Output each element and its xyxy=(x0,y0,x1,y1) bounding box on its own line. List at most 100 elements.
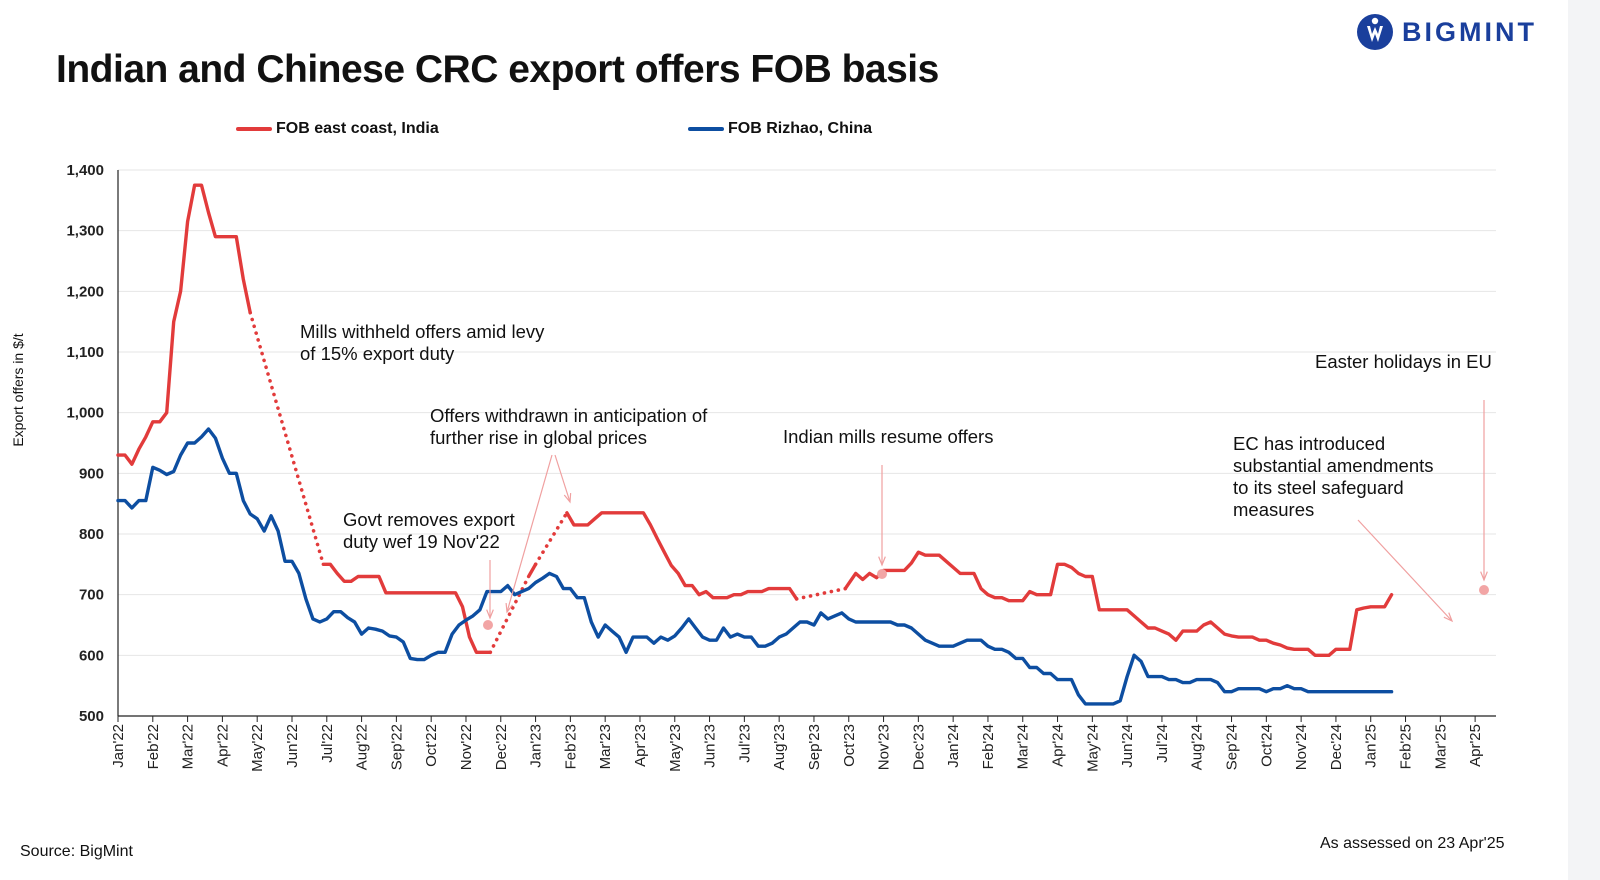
brand-name: BIGMINT xyxy=(1402,16,1537,47)
annotation-text: Mills withheld offers amid levy xyxy=(300,321,545,342)
gridlines xyxy=(118,169,1496,656)
series-line-india xyxy=(526,562,538,579)
x-tick-label: Mar'22 xyxy=(180,724,197,769)
x-tick-label: Feb'25 xyxy=(1398,724,1415,769)
x-tick-label: Feb'23 xyxy=(562,724,579,769)
annotation-arrowhead xyxy=(563,492,572,504)
legend-label-china: FOB Rizhao, China xyxy=(728,120,872,137)
x-tick-label: Jan'22 xyxy=(110,724,127,768)
x-tick-label: Apr'24 xyxy=(1050,724,1067,767)
y-axis: 500 600 700 800 900 1,000 1,100 1,200 1,300 1,400 xyxy=(66,162,119,725)
assessed-note: As assessed on 23 Apr'25 xyxy=(1320,835,1505,852)
x-tick-label: Oct'24 xyxy=(1258,724,1275,767)
x-tick-label: Nov'22 xyxy=(458,724,475,770)
x-tick-label: Apr'25 xyxy=(1467,724,1484,767)
x-tick-label: Mar'25 xyxy=(1432,724,1449,769)
annotation-text: to its steel safeguard xyxy=(1233,477,1404,498)
brand-logo: BIGMINT xyxy=(1356,12,1537,52)
x-tick-label: Mar'23 xyxy=(597,724,614,769)
annotation-arrowhead xyxy=(486,609,494,620)
annotation-text: EC has introduced xyxy=(1233,433,1385,454)
x-tick-label: Jan'23 xyxy=(528,724,545,768)
series-line-india xyxy=(321,562,492,654)
annotation-arrowhead xyxy=(1480,571,1488,582)
annotation-text: substantial amendments xyxy=(1233,455,1434,476)
bigmint-logo-icon xyxy=(1357,14,1393,50)
x-tick-label: May'22 xyxy=(249,724,266,772)
annotation-arrowhead xyxy=(878,556,886,567)
annotation-text: Offers withdrawn in anticipation of xyxy=(430,405,708,426)
y-tick-label: 1,100 xyxy=(66,344,104,361)
x-tick-label: Apr'23 xyxy=(632,724,649,767)
series-line-india xyxy=(565,511,799,601)
series-line-india xyxy=(116,183,252,466)
x-tick-label: Mar'24 xyxy=(1015,724,1032,769)
annotation-marker xyxy=(483,620,493,630)
annotation-text: duty wef 19 Nov'22 xyxy=(343,531,500,552)
x-tick-label: Aug'23 xyxy=(771,724,788,770)
legend-item-india: FOB east coast, India xyxy=(236,120,439,138)
annotation-marker xyxy=(1479,585,1489,595)
y-tick-label: 600 xyxy=(79,647,104,664)
x-tick-label: Jul'24 xyxy=(1154,724,1171,763)
annotation-text: Govt removes export xyxy=(343,509,515,530)
legend-swatch-china xyxy=(688,127,724,131)
y-tick-label: 1,300 xyxy=(66,223,104,240)
x-tick-label: Dec'22 xyxy=(493,724,510,770)
series-line-china xyxy=(116,427,1394,706)
y-tick-label: 900 xyxy=(79,465,104,482)
x-tick-label: Dec'24 xyxy=(1328,724,1345,770)
x-tick-label: Oct'23 xyxy=(841,724,858,767)
source-note: Source: BigMint xyxy=(20,843,133,860)
x-tick-label: May'23 xyxy=(667,724,684,772)
x-tick-label: Nov'23 xyxy=(876,724,893,770)
x-tick-label: Jun'24 xyxy=(1119,724,1136,768)
x-tick-label: Apr'22 xyxy=(214,724,231,767)
annotation-text: further rise in global prices xyxy=(430,427,647,448)
annotation-text: Easter holidays in EU xyxy=(1315,351,1492,372)
series-line-india xyxy=(488,574,531,655)
annotation-arrowhead xyxy=(1443,612,1454,623)
legend-swatch-india xyxy=(236,127,272,131)
x-tick-label: Aug'22 xyxy=(354,724,371,770)
x-tick-label: Feb'22 xyxy=(145,724,162,769)
series-lines xyxy=(116,183,1394,706)
x-tick-label: Feb'24 xyxy=(980,724,997,769)
y-tick-label: 800 xyxy=(79,526,104,543)
x-tick-label: Jul'23 xyxy=(736,724,753,763)
annotation-text: Indian mills resume offers xyxy=(783,426,993,447)
x-tick-label: May'24 xyxy=(1084,724,1101,772)
y-tick-label: 500 xyxy=(79,708,104,725)
annotation-marker xyxy=(877,569,887,579)
chart-title: Indian and Chinese CRC export offers FOB… xyxy=(56,48,939,91)
x-tick-label: Aug'24 xyxy=(1189,724,1206,770)
y-tick-label: 700 xyxy=(79,587,104,604)
y-tick-label: 1,400 xyxy=(66,162,104,179)
annotation-arrow xyxy=(506,454,553,613)
x-tick-label: Oct'22 xyxy=(423,724,440,767)
series-line-india xyxy=(533,510,569,567)
series-line-india xyxy=(248,310,326,567)
x-tick-label: Jun'23 xyxy=(702,724,719,768)
x-tick-label: Sep'23 xyxy=(806,724,823,770)
chart-legend: FOB east coast, India FOB Rizhao, China xyxy=(0,120,1000,144)
y-tick-label: 1,000 xyxy=(66,405,104,422)
x-tick-label: Dec'23 xyxy=(910,724,927,770)
legend-label-india: FOB east coast, India xyxy=(276,120,439,137)
annotation-text: measures xyxy=(1233,499,1314,520)
legend-item-china: FOB Rizhao, China xyxy=(688,120,872,138)
x-tick-label: Sep'22 xyxy=(388,724,405,770)
y-tick-label: 1,200 xyxy=(66,283,104,300)
x-tick-label: Sep'24 xyxy=(1224,724,1241,770)
annotation-arrowhead xyxy=(505,602,513,614)
series-line-india xyxy=(843,550,1394,657)
x-axis: Jan'22 Feb'22 Mar'22 Apr'22 May'22 Jun'22 Jul'… xyxy=(110,715,1496,772)
right-edge-band xyxy=(1568,0,1600,880)
annotation-text: of 15% export duty xyxy=(300,343,455,364)
x-tick-label: Jul'22 xyxy=(319,724,336,763)
annotation-arrow xyxy=(554,454,571,503)
annotation-arrow xyxy=(1357,519,1453,622)
series-line-india xyxy=(794,586,848,601)
x-tick-label: Jun'22 xyxy=(284,724,301,768)
